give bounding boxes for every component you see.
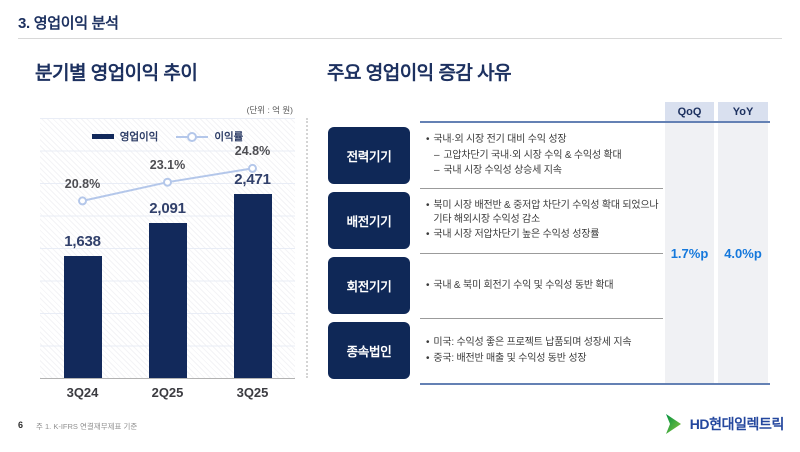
bullet-item: • 미국: 수익성 좋은 프로젝트 납품되며 성장세 지속	[426, 337, 632, 348]
column-header-yoy: YoY	[718, 102, 768, 121]
table-bottom-rule	[420, 383, 770, 385]
table-row: 종속법인 • 미국: 수익성 좋은 프로젝트 납품되며 성장세 지속 • 중국: 배…	[328, 318, 664, 383]
chart-legend: 영업이익 이익률	[40, 129, 295, 144]
row-separator	[420, 318, 663, 319]
legend-label-profit-rate: 이익률	[214, 131, 244, 143]
chart-x-labels: 3Q24 2Q25 3Q25	[40, 385, 295, 400]
bullet-item: • 국내·외 시장 전기 대비 수익 성장	[426, 134, 567, 146]
bullet-subitem: – 고압차단기 국내·외 시장 수익 & 수익성 확대	[434, 149, 622, 161]
table-row: 전력기기 • 국내·외 시장 전기 대비 수익 성장 – 고압차단기 국내·외 시장…	[328, 123, 664, 188]
row-separator	[420, 253, 663, 254]
rate-point-label: 20.8%	[64, 176, 101, 191]
row-separator	[420, 188, 663, 189]
segment-badge-rotating-machinery: 회전기기	[328, 257, 410, 314]
qoq-value: 1.7%p	[670, 245, 709, 261]
bullet-item: • 국내 & 북미 회전기 수익 및 수익성 동반 확대	[426, 279, 614, 291]
rate-point-label: 23.1%	[149, 158, 186, 173]
reasons-section-title: 주요 영업이익 증감 사유	[327, 63, 512, 84]
row-bullets: • 국내 & 북미 회전기 수익 및 수익성 동반 확대	[426, 253, 664, 318]
logo-text: HD현대일렉트릭	[689, 416, 785, 432]
page-title: 3. 영업이익 분석	[18, 15, 119, 32]
line-series-swatch	[176, 131, 209, 142]
segment-badge-power-equipment: 전력기기	[328, 127, 410, 184]
company-logo: HD현대일렉트릭	[663, 413, 784, 435]
bullet-item: • 중국: 배전반 매출 및 수익성 동반 성장	[426, 352, 587, 364]
qoq-value-cell: 1.7%p	[665, 123, 714, 383]
segment-badge-distribution-equipment: 배전기기	[328, 192, 410, 249]
profit-bar	[63, 256, 102, 378]
legend-label-operating-profit: 영업이익	[119, 131, 159, 143]
chart-column: 23.1% 2,091	[125, 118, 210, 378]
yoy-value: 4.0%p	[724, 245, 762, 261]
profit-bar	[148, 222, 187, 378]
quarterly-operating-profit-chart: 영업이익 이익률 20.8% 1,638 23.1% 2,091 24.8% 2…	[40, 118, 295, 378]
rate-point-label: 24.8%	[234, 144, 271, 159]
hd-hyundai-arrow-icon	[665, 414, 681, 434]
bullet-item: • 북미 시장 배전반 & 중저압 차단기 수익성 확대 되었으나 기타 해외시장…	[426, 200, 659, 225]
page-number: 6	[18, 420, 24, 430]
yoy-value-cell: 4.0%p	[718, 123, 768, 383]
table-row: 배전기기 • 북미 시장 배전반 & 중저압 차단기 수익성 확대 되었으나 기타…	[328, 188, 664, 253]
legend-item-profit-rate: 이익률	[176, 129, 243, 144]
section-divider	[306, 118, 308, 378]
bullet-item: • 국내 시장 저압차단기 높은 수익성 성장률	[426, 229, 600, 241]
bar-value-label: 1,638	[64, 233, 101, 251]
bullet-subitem: – 국내 시장 수익성 상승세 지속	[434, 165, 562, 177]
x-tick-label: 3Q24	[66, 385, 99, 400]
row-bullets: • 북미 시장 배전반 & 중저압 차단기 수익성 확대 되었으나 기타 해외시장…	[426, 188, 664, 253]
line-marker-swatch	[187, 131, 198, 142]
chart-column: 24.8% 2,471	[210, 118, 295, 378]
chart-x-axis	[40, 378, 295, 379]
row-bullets: • 국내·외 시장 전기 대비 수익 성장 – 고압차단기 국내·외 시장 수익 &…	[426, 123, 664, 188]
x-tick-label: 2Q25	[151, 385, 184, 400]
footnote: 주 1. K-IFRS 연결재무제표 기준	[36, 422, 138, 431]
table-top-rule	[420, 121, 770, 123]
chart-section-title: 분기별 영업이익 추이	[35, 63, 198, 84]
chart-column: 20.8% 1,638	[40, 118, 125, 378]
bar-series-swatch	[91, 134, 114, 139]
segment-badge-subsidiaries: 종속법인	[328, 322, 410, 379]
bar-value-label: 2,471	[234, 171, 271, 189]
header-divider	[18, 38, 782, 39]
legend-item-operating-profit: 영업이익	[91, 129, 159, 144]
table-row: 회전기기 • 국내 & 북미 회전기 수익 및 수익성 동반 확대	[328, 253, 664, 318]
bar-value-label: 2,091	[149, 199, 186, 217]
x-tick-label: 3Q25	[236, 385, 269, 400]
profit-bar	[233, 194, 272, 378]
row-bullets: • 미국: 수익성 좋은 프로젝트 납품되며 성장세 지속 • 중국: 배전반 매출…	[426, 318, 664, 383]
column-header-qoq: QoQ	[665, 102, 714, 121]
chart-unit-label: (단위 : 억 원)	[246, 105, 293, 115]
profit-rate-line-layer	[78, 163, 257, 206]
